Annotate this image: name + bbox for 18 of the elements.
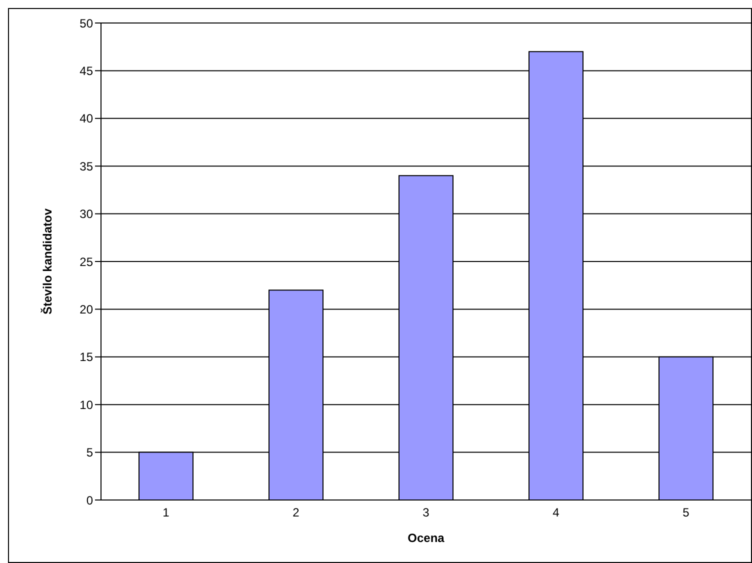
y-tick-label: 5 — [86, 446, 94, 460]
x-tick-label: 2 — [292, 506, 300, 520]
x-tick-label: 5 — [682, 506, 690, 520]
y-tick-label: 15 — [80, 350, 94, 364]
x-tick-label: 4 — [552, 506, 560, 520]
y-tick-label: 25 — [80, 254, 94, 269]
y-tick-label: 35 — [80, 159, 94, 174]
y-tick-label: 0 — [86, 493, 94, 508]
y-tick-label: 40 — [80, 112, 94, 126]
x-tick-label: 1 — [162, 506, 170, 520]
y-tick-label: 10 — [80, 398, 94, 412]
x-tick-label: 3 — [422, 506, 430, 520]
y-tick-label: 20 — [80, 302, 94, 316]
y-tick-label: 45 — [80, 64, 94, 78]
y-tick-label: 50 — [80, 16, 94, 30]
x-axis-title: Ocena — [408, 531, 445, 545]
y-tick-label: 30 — [80, 207, 94, 222]
y-axis-title: Število kandidatov — [40, 208, 54, 315]
